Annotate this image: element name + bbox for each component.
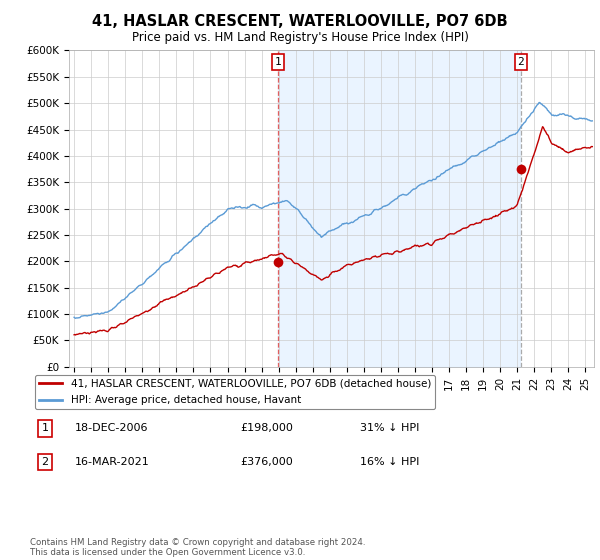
Text: 2: 2 — [41, 457, 49, 467]
Text: 16-MAR-2021: 16-MAR-2021 — [75, 457, 150, 467]
Legend: 41, HASLAR CRESCENT, WATERLOOVILLE, PO7 6DB (detached house), HPI: Average price: 41, HASLAR CRESCENT, WATERLOOVILLE, PO7 … — [35, 375, 435, 409]
Text: £376,000: £376,000 — [240, 457, 293, 467]
Text: 1: 1 — [275, 57, 281, 67]
Text: £198,000: £198,000 — [240, 423, 293, 433]
Text: 31% ↓ HPI: 31% ↓ HPI — [360, 423, 419, 433]
Text: Contains HM Land Registry data © Crown copyright and database right 2024.
This d: Contains HM Land Registry data © Crown c… — [30, 538, 365, 557]
Text: 41, HASLAR CRESCENT, WATERLOOVILLE, PO7 6DB: 41, HASLAR CRESCENT, WATERLOOVILLE, PO7 … — [92, 14, 508, 29]
Text: 18-DEC-2006: 18-DEC-2006 — [75, 423, 149, 433]
Text: 16% ↓ HPI: 16% ↓ HPI — [360, 457, 419, 467]
Text: 1: 1 — [41, 423, 49, 433]
Text: Price paid vs. HM Land Registry's House Price Index (HPI): Price paid vs. HM Land Registry's House … — [131, 31, 469, 44]
Text: 2: 2 — [517, 57, 524, 67]
